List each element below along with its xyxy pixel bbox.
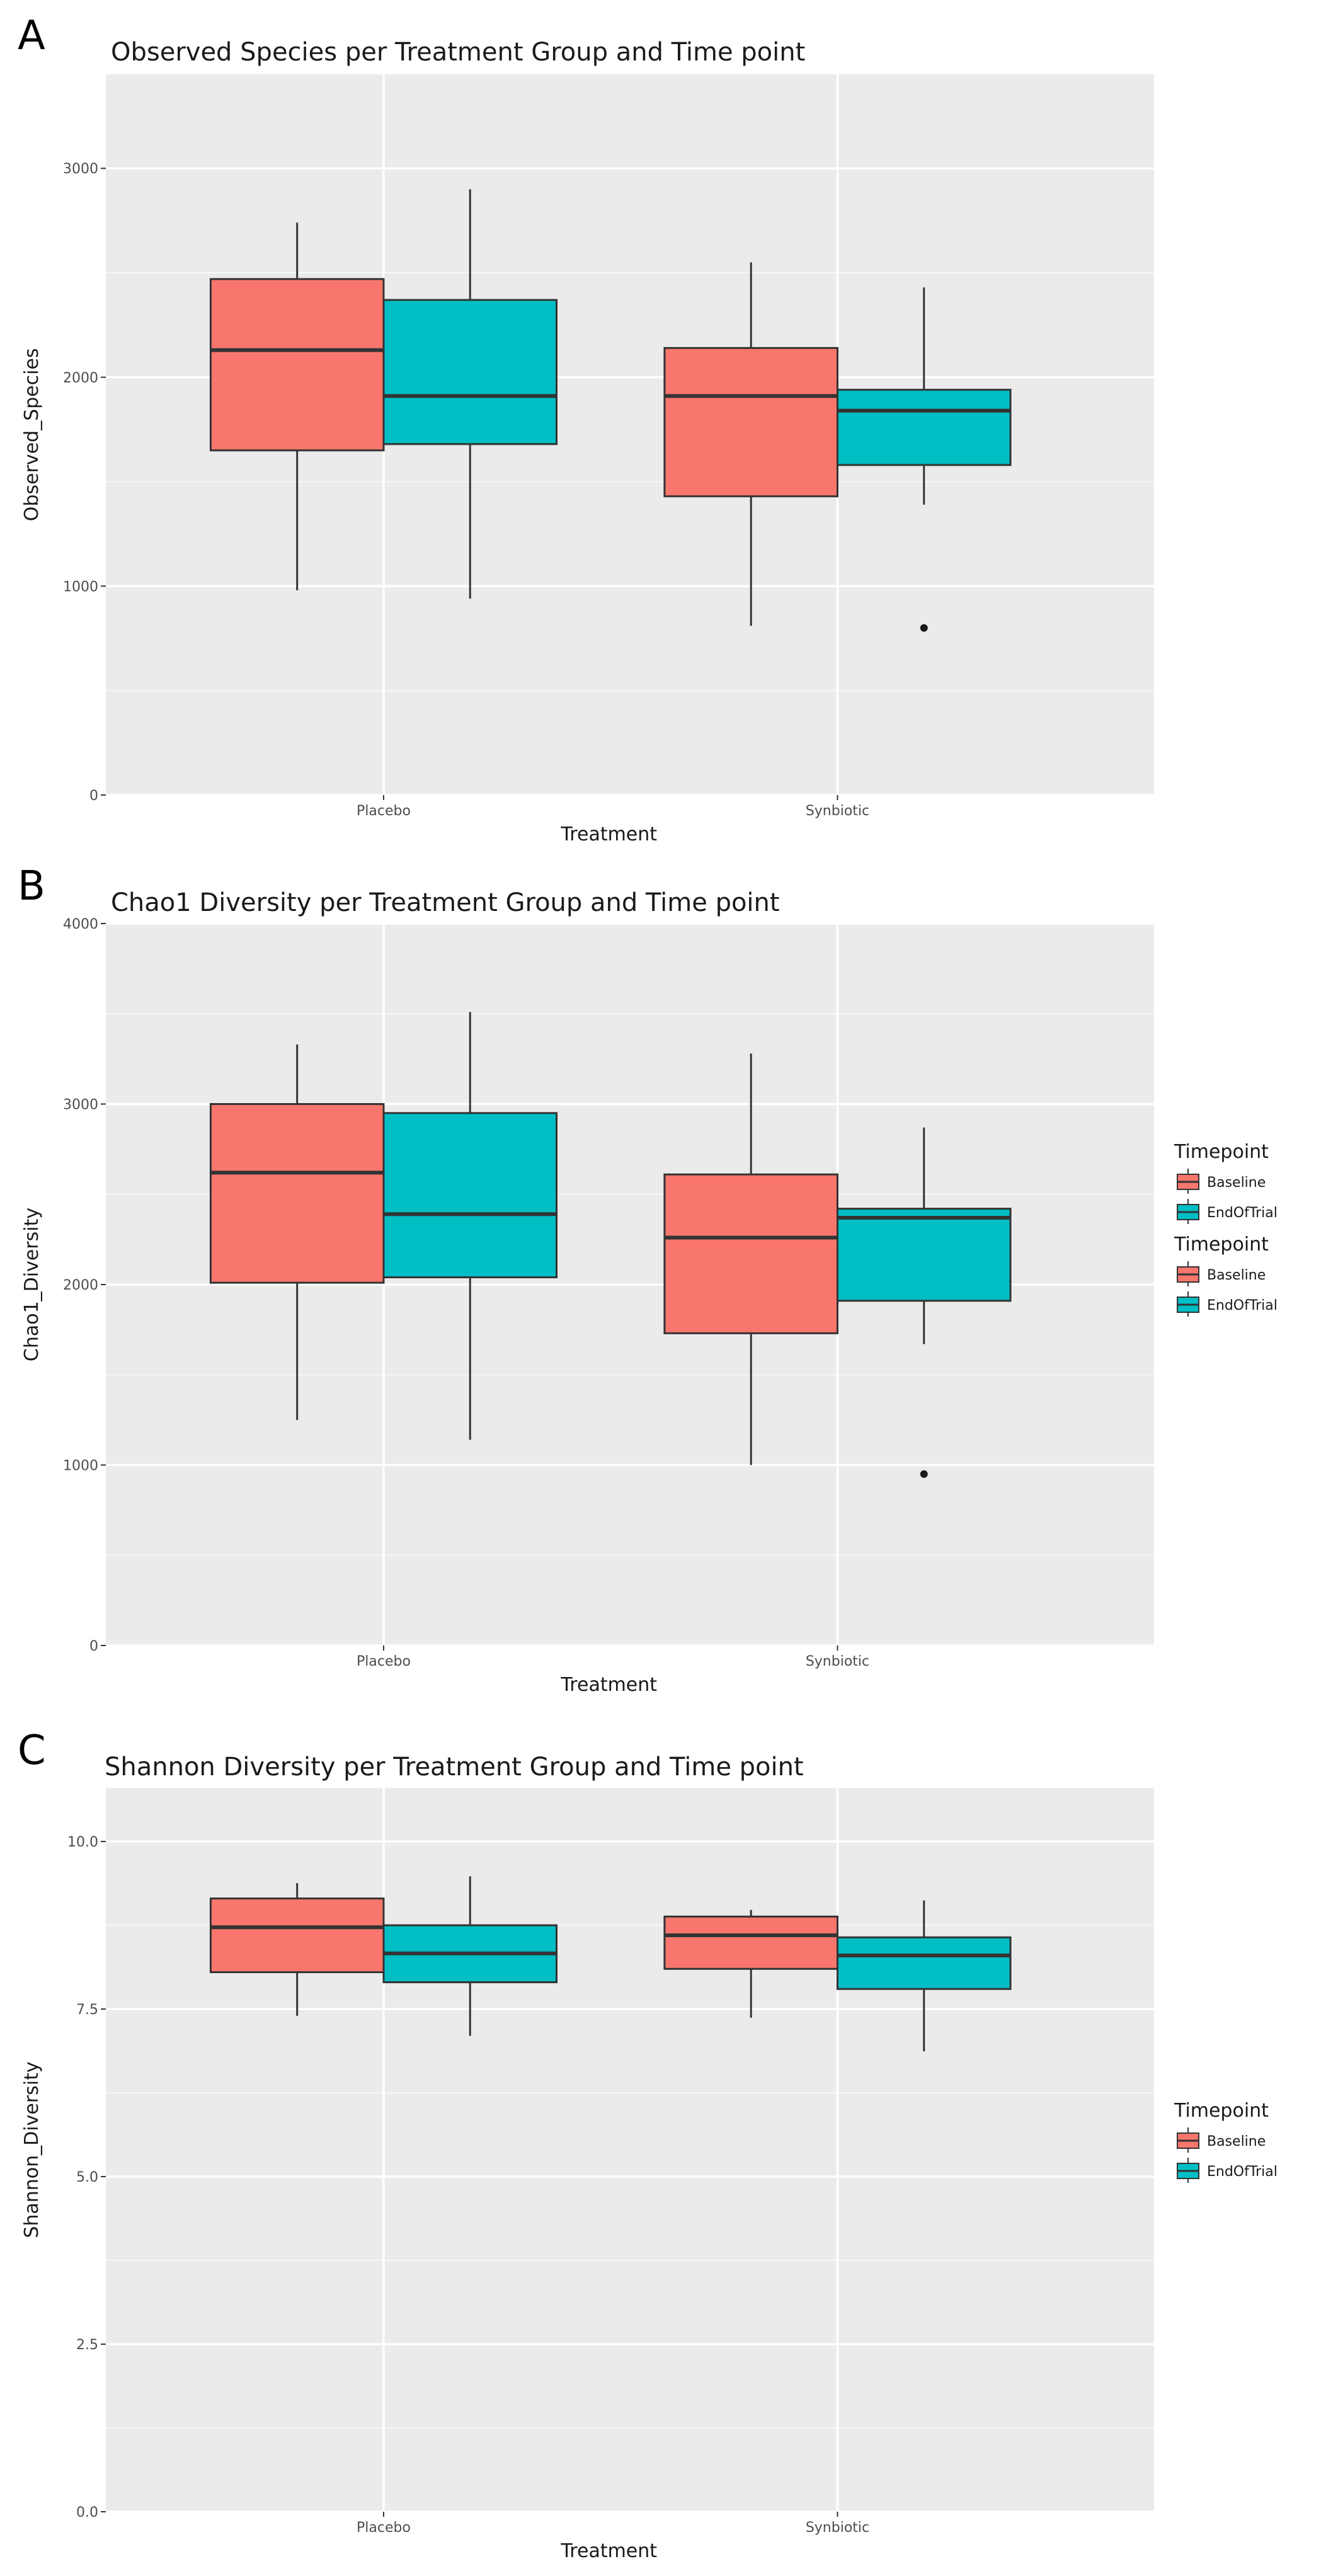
- box-endoftrial-synbiotic: [836, 1900, 1012, 2052]
- panel-c: C Shannon Diversity per Treatment Group …: [18, 1727, 1278, 2562]
- y-tick-label: 7.5: [76, 2002, 98, 2018]
- iqr-box: [209, 1898, 385, 1974]
- plot-background-c: [106, 1788, 1154, 2512]
- box-baseline-placebo: [209, 1044, 385, 1420]
- iqr-box: [663, 346, 838, 498]
- iqr-box: [382, 1112, 558, 1279]
- legend-label-baseline-b: Baseline: [1207, 1268, 1266, 1283]
- boxplot-marks-a: [209, 189, 1012, 632]
- y-tick-label: 0.0: [76, 2505, 98, 2521]
- legend-key-endoftrial-b: [1177, 1291, 1199, 1317]
- iqr-box: [209, 278, 385, 452]
- x-axis-ticks-a: Placebo Synbiotic: [357, 795, 869, 819]
- box-baseline-placebo: [209, 1883, 385, 2016]
- y-tick-label: 2.5: [76, 2337, 98, 2353]
- panel-letter-a: A: [18, 13, 45, 59]
- legend-title-c: Timepoint: [1174, 2100, 1269, 2122]
- panel-a: A Observed Species per Treatment Group a…: [18, 13, 1278, 1224]
- iqr-box: [836, 1936, 1012, 1990]
- chart-title-a: Observed Species per Treatment Group and…: [111, 38, 805, 67]
- panel-letter-b: B: [18, 863, 45, 910]
- x-tick-label-placebo: Placebo: [357, 2520, 411, 2536]
- iqr-box: [836, 389, 1012, 466]
- x-tick-label-synbiotic: Synbiotic: [806, 1654, 869, 1669]
- box-endoftrial-synbiotic: [836, 1127, 1012, 1478]
- legend-key-endoftrial-a: [1177, 1199, 1199, 1224]
- box-baseline-synbiotic: [663, 262, 838, 626]
- legend-key-baseline-c: [1177, 2127, 1199, 2153]
- boxplot-marks-c: [209, 1876, 1012, 2052]
- box-baseline-synbiotic: [663, 1909, 838, 2018]
- legend-label-endoftrial-b: EndOfTrial: [1207, 1298, 1278, 1314]
- y-tick-label: 5.0: [76, 2170, 98, 2185]
- chart-title-c: Shannon Diversity per Treatment Group an…: [105, 1753, 804, 1782]
- y-tick-label: 4000: [63, 917, 98, 932]
- legend-title-a: Timepoint: [1174, 1141, 1269, 1163]
- legend-label-baseline-c: Baseline: [1207, 2134, 1266, 2150]
- panel-b: B Chao1 Diversity per Treatment Group an…: [18, 863, 1278, 1696]
- legend-key-baseline-b: [1177, 1261, 1199, 1286]
- y-axis-title-b: Chao1_Diversity: [21, 1208, 43, 1361]
- legend-a: Timepoint Baseline EndOfTrial: [1174, 1141, 1278, 1224]
- box-endoftrial-synbiotic: [836, 287, 1012, 632]
- legend-key-endoftrial-c: [1177, 2158, 1199, 2183]
- legend-label-endoftrial-c: EndOfTrial: [1207, 2164, 1278, 2180]
- x-tick-label-synbiotic: Synbiotic: [806, 2520, 869, 2536]
- y-tick-label: 1000: [63, 1458, 98, 1474]
- outlier-point: [920, 1470, 928, 1478]
- legend-key-baseline-a: [1177, 1169, 1199, 1194]
- x-axis-ticks-c: Placebo Synbiotic: [357, 2512, 869, 2536]
- x-tick-label-synbiotic: Synbiotic: [806, 803, 869, 819]
- x-tick-label-placebo: Placebo: [357, 803, 411, 819]
- y-tick-label: 0: [89, 788, 98, 804]
- panel-letter-c: C: [18, 1727, 46, 1774]
- gridlines-c: [106, 1788, 1154, 2513]
- x-tick-label-placebo: Placebo: [357, 1654, 411, 1669]
- x-axis-title-c: Treatment: [560, 2540, 657, 2562]
- x-axis-title-a: Treatment: [560, 823, 657, 845]
- y-axis-title-a: Observed_Species: [21, 348, 43, 522]
- y-axis-title-c: Shannon_Diversity: [21, 2061, 43, 2238]
- iqr-box: [382, 299, 558, 445]
- iqr-box: [836, 1208, 1012, 1302]
- y-tick-label: 3000: [63, 161, 98, 177]
- y-tick-label: 10.0: [67, 1835, 98, 1850]
- iqr-box: [663, 1915, 838, 1970]
- iqr-box: [663, 1173, 838, 1334]
- legend-c: Timepoint Baseline EndOfTrial: [1174, 2100, 1278, 2183]
- box-endoftrial-placebo: [382, 1012, 558, 1440]
- legend-title-b: Timepoint: [1174, 1234, 1269, 1256]
- y-tick-label: 2000: [63, 1278, 98, 1293]
- y-tick-label: 1000: [63, 579, 98, 595]
- box-endoftrial-placebo: [382, 189, 558, 599]
- box-endoftrial-placebo: [382, 1876, 558, 2036]
- iqr-box: [209, 1103, 385, 1284]
- y-tick-label: 0: [89, 1639, 98, 1654]
- x-axis-ticks-b: Placebo Synbiotic: [357, 1646, 869, 1669]
- legend-label-endoftrial-a: EndOfTrial: [1207, 1205, 1278, 1221]
- y-axis-ticks-a: 0 1000 2000 3000: [63, 161, 106, 804]
- y-axis-ticks-b: 0 1000 2000 3000 4000: [63, 917, 106, 1654]
- chart-title-b: Chao1 Diversity per Treatment Group and …: [111, 888, 780, 917]
- y-axis-ticks-c: 0.0 2.5 5.0 7.5 10.0: [67, 1835, 106, 2521]
- outlier-point: [920, 624, 928, 632]
- y-tick-label: 2000: [63, 370, 98, 386]
- box-baseline-placebo: [209, 222, 385, 591]
- y-tick-label: 3000: [63, 1097, 98, 1113]
- x-axis-title-b: Treatment: [560, 1674, 657, 1696]
- box-baseline-synbiotic: [663, 1053, 838, 1465]
- legend-b: Timepoint Baseline EndOfTrial: [1174, 1234, 1278, 1317]
- legend-label-baseline-a: Baseline: [1207, 1175, 1266, 1191]
- boxplot-marks-b: [209, 1012, 1012, 1478]
